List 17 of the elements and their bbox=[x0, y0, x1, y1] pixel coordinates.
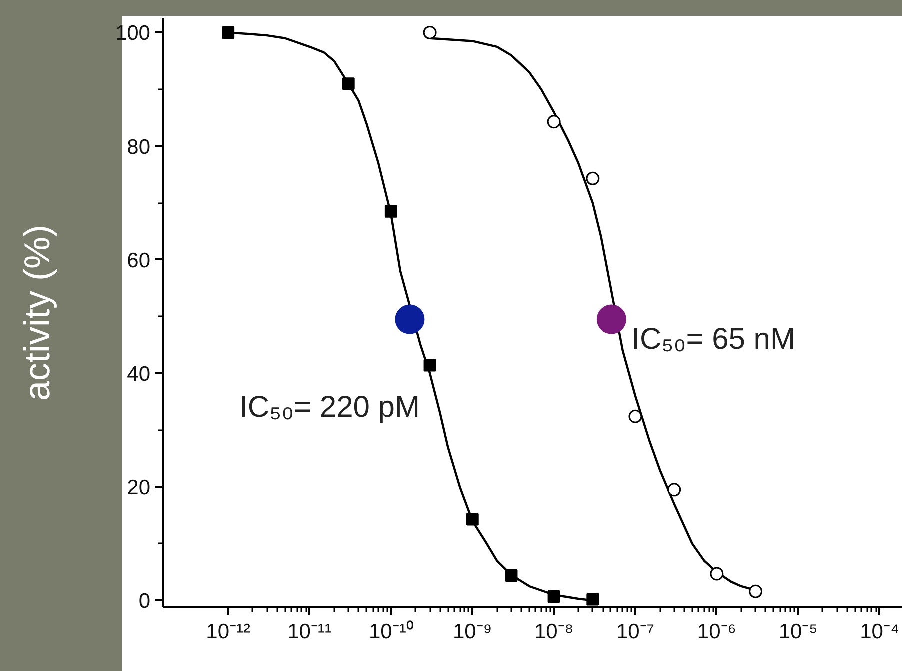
annotation: IC₅₀= 220 pM bbox=[239, 391, 420, 424]
y-tick-label: 60 bbox=[127, 249, 150, 272]
x-tick-label: 10⁻⁶ bbox=[697, 620, 736, 644]
y-tick-label: 0 bbox=[138, 590, 151, 614]
x-tick-label: 10⁻⁹ bbox=[452, 620, 492, 644]
x-tick-label: 10⁻¹¹ bbox=[288, 620, 332, 644]
annotation: IC₅₀= 65 nM bbox=[632, 323, 796, 356]
y-axis-title: activity (%) bbox=[16, 224, 58, 402]
x-tick-label: 10⁻¹² bbox=[206, 620, 250, 644]
y-tick-label: 80 bbox=[127, 136, 150, 159]
y-tick-label: 20 bbox=[127, 476, 150, 500]
x-tick-label: 10⁻⁵ bbox=[778, 620, 818, 644]
x-tick-label: 10⁻¹⁰ bbox=[369, 620, 414, 644]
x-tick-label: 10⁻⁸ bbox=[534, 620, 574, 644]
x-tick-label: 10⁻⁷ bbox=[616, 620, 654, 644]
y-tick-label: 40 bbox=[127, 362, 150, 386]
x-tick-label: 10⁻⁴ bbox=[860, 620, 900, 644]
